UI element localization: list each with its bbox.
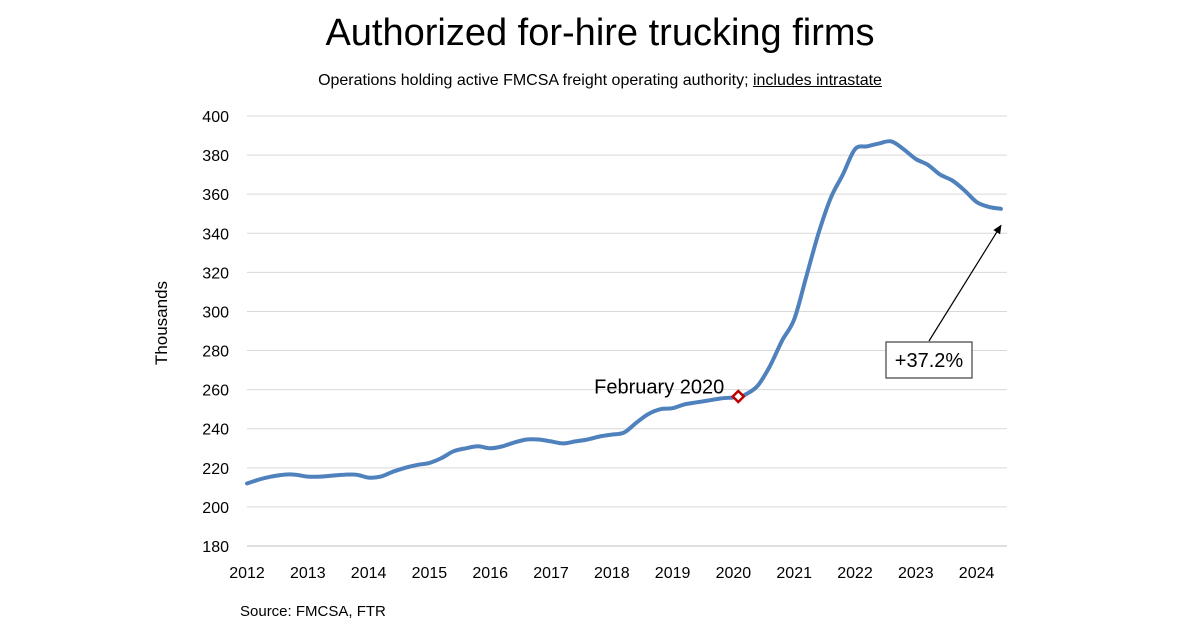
x-tick-label: 2020 xyxy=(716,565,752,582)
x-tick-label: 2024 xyxy=(959,565,995,582)
y-tick-label: 320 xyxy=(202,265,229,282)
x-tick-label: 2017 xyxy=(533,565,569,582)
y-tick-label: 400 xyxy=(202,109,229,126)
change-callout: +37.2% xyxy=(885,341,973,379)
change-callout-box xyxy=(885,341,973,379)
x-axis-ticks: 2012 2013 2014 2015 2016 2017 2018 2019 2020 2021… xyxy=(229,565,994,582)
change-arrow xyxy=(928,224,1002,342)
y-tick-label: 380 xyxy=(202,148,229,165)
subtitle-underlined-text: includes intrastate xyxy=(752,72,882,89)
y-tick-label: 180 xyxy=(202,539,229,556)
february-2020-label: February 2020 xyxy=(594,376,724,398)
x-tick-label: 2014 xyxy=(351,565,387,582)
y-axis-label: Thousands xyxy=(152,281,171,365)
y-tick-label: 280 xyxy=(202,344,229,361)
y-axis-ticks: 180 200 220 240 260 280 300 320 340 360 380 400 xyxy=(202,109,229,556)
y-tick-label: 200 xyxy=(202,500,229,517)
x-tick-label: 2023 xyxy=(898,565,934,582)
x-tick-label: 2013 xyxy=(290,565,326,582)
x-tick-label: 2016 xyxy=(472,565,508,582)
x-tick-label: 2015 xyxy=(412,565,448,582)
subtitle-main-text: Operations holding active FMCSA freight … xyxy=(318,72,753,89)
y-tick-label: 260 xyxy=(202,383,229,400)
x-tick-label: 2018 xyxy=(594,565,630,582)
x-tick-label: 2012 xyxy=(229,565,265,582)
x-tick-label: 2019 xyxy=(655,565,691,582)
x-tick-label: 2021 xyxy=(776,565,812,582)
y-tick-label: 340 xyxy=(202,226,229,243)
y-tick-label: 220 xyxy=(202,461,229,478)
chart-subtitle: Operations holding active FMCSA freight … xyxy=(0,72,1200,90)
change-callout-label: +37.2% xyxy=(895,350,964,372)
february-2020-marker xyxy=(730,389,746,404)
chart-title: Authorized for-hire trucking firms xyxy=(325,12,875,54)
gridlines xyxy=(247,115,1007,508)
x-tick-label: 2022 xyxy=(837,565,873,582)
y-tick-label: 240 xyxy=(202,422,229,439)
source-note: Source: FMCSA, FTR xyxy=(240,603,386,620)
series-line xyxy=(245,139,1003,486)
y-tick-label: 300 xyxy=(202,304,229,321)
y-tick-label: 360 xyxy=(202,187,229,204)
